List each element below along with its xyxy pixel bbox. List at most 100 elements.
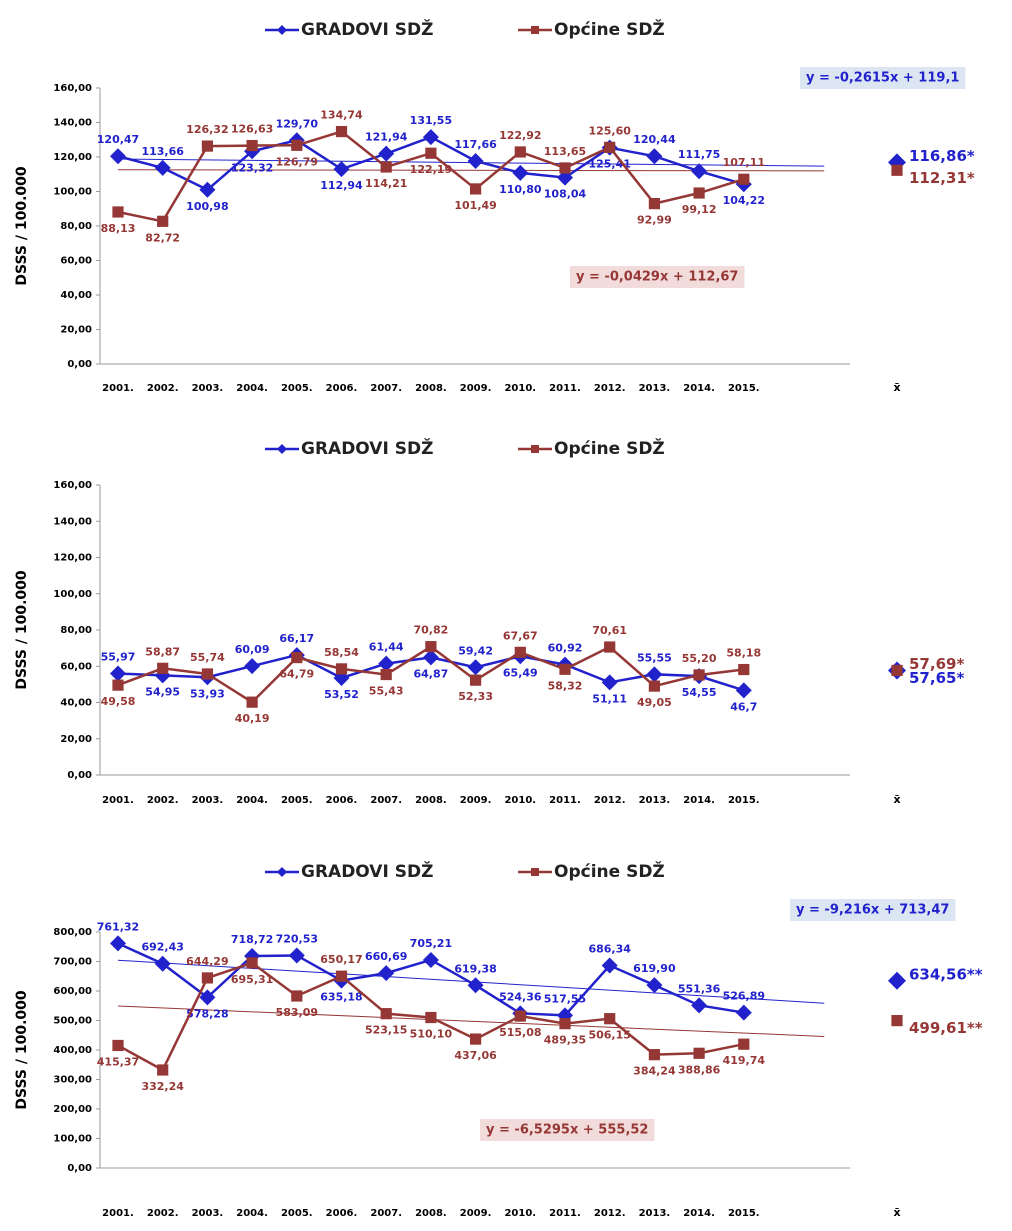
- data-point: [335, 663, 348, 675]
- data-point: [110, 665, 126, 682]
- x-tick-label: 2014.: [683, 795, 715, 806]
- data-point: [380, 668, 392, 681]
- x-tick-label: 2013.: [639, 795, 671, 806]
- data-label: 99,12: [682, 203, 717, 216]
- mean-point: [891, 664, 903, 677]
- y-axis-label: DSSS / 100.000: [14, 166, 30, 285]
- data-label: 437,06: [454, 1049, 497, 1062]
- data-label: 113,65: [544, 145, 586, 158]
- data-label: 60,09: [235, 643, 270, 656]
- legend-marker: [277, 867, 287, 877]
- data-point: [738, 173, 750, 185]
- trend-label: y = -9,216x + 713,47: [796, 903, 949, 918]
- data-point: [201, 668, 213, 680]
- x-tick-label: x̄: [893, 381, 900, 394]
- x-tick-label: 2004.: [236, 795, 268, 806]
- data-label: 121,94: [365, 131, 408, 144]
- data-point: [112, 1039, 124, 1052]
- x-tick-label: 2008.: [415, 383, 447, 394]
- data-label: 111,75: [678, 148, 720, 161]
- data-label: 388,86: [678, 1063, 721, 1076]
- data-point: [693, 1047, 705, 1059]
- data-label: 718,72: [231, 933, 273, 946]
- data-point: [199, 181, 216, 198]
- data-label: 578,28: [186, 1007, 228, 1020]
- data-label: 58,32: [548, 679, 583, 692]
- x-tick-label: 2009.: [460, 383, 492, 394]
- data-point: [422, 649, 439, 666]
- x-tick-label: 2003.: [192, 795, 224, 806]
- data-label: 551,36: [678, 982, 721, 995]
- data-label: 619,90: [633, 962, 676, 975]
- y-tick-label: 600,00: [53, 986, 92, 997]
- x-tick-label: 2001.: [102, 795, 134, 806]
- y-tick-label: 60,00: [60, 256, 92, 267]
- data-point: [246, 957, 258, 969]
- data-label: 55,97: [101, 651, 136, 664]
- data-point: [735, 682, 752, 699]
- data-label: 384,24: [633, 1065, 676, 1078]
- data-label: 53,52: [324, 688, 359, 701]
- data-point: [201, 972, 213, 984]
- x-tick-label: 2001.: [102, 1208, 134, 1219]
- y-axis-label: DSSS / 100.000: [14, 990, 30, 1109]
- data-label: 120,44: [633, 133, 676, 146]
- data-label: 58,54: [324, 646, 359, 659]
- legend-label: GRADOVI SDŽ: [301, 437, 433, 459]
- trend-label-box: [800, 67, 966, 89]
- data-label: 58,18: [726, 647, 761, 660]
- data-point: [648, 1049, 660, 1061]
- x-tick-label: 2011.: [549, 795, 581, 806]
- x-tick-label: x̄: [893, 793, 900, 806]
- data-point: [693, 187, 705, 199]
- data-label: 126,63: [231, 123, 273, 136]
- data-point: [157, 1064, 169, 1076]
- x-tick-label: 2005.: [281, 383, 313, 394]
- data-point: [646, 666, 663, 683]
- x-tick-label: 2014.: [683, 1208, 715, 1219]
- data-point: [244, 658, 261, 675]
- x-tick-label: 2005.: [281, 1208, 313, 1219]
- data-point: [110, 935, 126, 952]
- x-tick-label: 2002.: [147, 795, 179, 806]
- mean-point: [891, 1015, 903, 1027]
- data-point: [691, 163, 708, 180]
- data-label: 49,58: [101, 695, 136, 708]
- data-label: 506,15: [588, 1029, 630, 1042]
- data-label: 524,36: [499, 990, 542, 1003]
- data-label: 635,18: [320, 991, 362, 1004]
- mean-label: 57,69*: [909, 655, 964, 673]
- x-tick-label: 2001.: [102, 383, 134, 394]
- trend-line: [117, 169, 825, 172]
- data-point: [514, 646, 526, 658]
- data-point: [291, 990, 303, 1002]
- data-label: 131,55: [410, 114, 452, 127]
- data-label: 66,17: [279, 632, 314, 645]
- data-label: 510,10: [410, 1028, 453, 1041]
- x-tick-label: 2011.: [549, 1208, 581, 1219]
- data-label: 108,04: [544, 188, 587, 201]
- data-point: [693, 669, 705, 681]
- x-tick-label: 2004.: [236, 383, 268, 394]
- legend-marker: [531, 26, 539, 34]
- mean-point: [888, 971, 906, 990]
- data-point: [425, 147, 437, 159]
- x-tick-label: 2014.: [683, 383, 715, 394]
- x-tick-label: 2002.: [147, 383, 179, 394]
- data-point: [604, 141, 616, 153]
- data-point: [512, 164, 529, 181]
- data-point: [646, 148, 663, 165]
- y-tick-label: 80,00: [60, 625, 92, 636]
- data-label: 415,37: [97, 1055, 139, 1068]
- legend-marker: [277, 25, 287, 35]
- data-point: [559, 663, 571, 675]
- data-label: 123,32: [231, 161, 273, 174]
- data-label: 55,20: [682, 652, 717, 665]
- legend-label: GRADOVI SDŽ: [301, 18, 433, 40]
- x-tick-label: 2012.: [594, 383, 626, 394]
- data-point: [646, 977, 663, 994]
- data-label: 100,98: [186, 200, 228, 213]
- data-label: 52,33: [458, 690, 493, 703]
- data-label: 61,44: [369, 641, 404, 654]
